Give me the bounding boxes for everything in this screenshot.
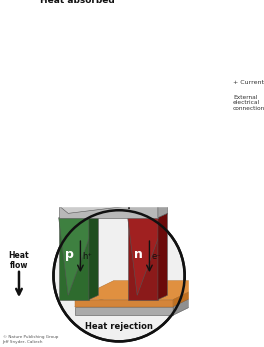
Polygon shape [183, 90, 192, 142]
Polygon shape [169, 90, 192, 137]
Polygon shape [24, 147, 158, 158]
Polygon shape [135, 83, 144, 95]
Polygon shape [121, 90, 144, 137]
Text: e⁻: e⁻ [151, 252, 161, 261]
Polygon shape [128, 90, 151, 137]
Polygon shape [93, 90, 103, 142]
Polygon shape [75, 288, 212, 306]
Polygon shape [152, 90, 175, 137]
Text: Thermoelectic
elements: Thermoelectic elements [2, 117, 44, 128]
Text: h⁺: h⁺ [82, 252, 92, 261]
Polygon shape [31, 90, 54, 137]
Polygon shape [59, 205, 158, 218]
Text: Heat
flow: Heat flow [9, 251, 29, 270]
Polygon shape [69, 90, 78, 142]
Text: Heat absorbed: Heat absorbed [40, 0, 115, 5]
Polygon shape [62, 83, 72, 95]
Polygon shape [55, 83, 96, 90]
Polygon shape [158, 106, 223, 147]
Polygon shape [73, 95, 86, 142]
Polygon shape [152, 88, 183, 95]
Polygon shape [86, 90, 96, 142]
Polygon shape [45, 90, 54, 142]
Polygon shape [0, 346, 228, 347]
Text: p: p [65, 248, 74, 261]
Polygon shape [166, 90, 175, 142]
Polygon shape [183, 83, 192, 95]
Polygon shape [55, 88, 86, 95]
Polygon shape [86, 83, 96, 95]
Polygon shape [145, 95, 159, 142]
Polygon shape [75, 306, 173, 315]
Text: Heat
absorption: Heat absorption [102, 189, 153, 209]
Polygon shape [75, 281, 212, 299]
Polygon shape [79, 90, 103, 137]
Polygon shape [103, 95, 117, 142]
Polygon shape [31, 83, 72, 90]
Polygon shape [59, 218, 89, 299]
Polygon shape [158, 41, 223, 88]
Polygon shape [135, 90, 144, 142]
Text: Heat rejection: Heat rejection [85, 322, 153, 331]
Polygon shape [128, 95, 142, 142]
Polygon shape [79, 83, 120, 90]
Polygon shape [128, 83, 168, 90]
Polygon shape [62, 90, 72, 142]
Polygon shape [24, 41, 223, 77]
Polygon shape [169, 95, 183, 142]
Polygon shape [73, 90, 96, 137]
Polygon shape [48, 90, 72, 137]
Polygon shape [173, 281, 212, 306]
Polygon shape [121, 95, 135, 142]
Polygon shape [145, 90, 168, 137]
Polygon shape [79, 88, 110, 95]
Polygon shape [24, 106, 223, 142]
Polygon shape [75, 299, 173, 306]
Polygon shape [31, 88, 62, 95]
Polygon shape [97, 95, 110, 142]
Text: Substrates: Substrates [3, 71, 36, 83]
Polygon shape [59, 201, 167, 213]
Polygon shape [103, 90, 127, 137]
Polygon shape [173, 288, 212, 315]
Polygon shape [128, 88, 159, 95]
Polygon shape [24, 111, 223, 147]
Text: Metal
interconnects: Metal interconnects [28, 147, 68, 170]
Polygon shape [117, 90, 127, 142]
Polygon shape [159, 83, 168, 95]
Polygon shape [59, 213, 98, 295]
Text: Heat rejected: Heat rejected [39, 173, 103, 182]
Polygon shape [0, 47, 228, 206]
Polygon shape [103, 88, 135, 95]
Text: n: n [134, 248, 143, 261]
Text: + Current: + Current [233, 80, 264, 85]
Polygon shape [55, 90, 78, 137]
Polygon shape [142, 90, 151, 142]
Polygon shape [89, 213, 98, 299]
Polygon shape [152, 83, 192, 90]
Polygon shape [128, 218, 158, 299]
Polygon shape [24, 77, 158, 88]
Polygon shape [110, 83, 120, 95]
Polygon shape [97, 90, 120, 137]
Polygon shape [159, 90, 168, 142]
Polygon shape [24, 142, 158, 147]
Polygon shape [55, 95, 69, 142]
Text: External
electrical
connection: External electrical connection [233, 95, 264, 111]
Polygon shape [110, 90, 120, 142]
Polygon shape [24, 41, 223, 77]
Polygon shape [48, 95, 62, 142]
Polygon shape [152, 95, 166, 142]
Polygon shape [103, 83, 144, 90]
Polygon shape [158, 111, 223, 158]
Polygon shape [128, 213, 167, 295]
Polygon shape [158, 201, 167, 218]
Circle shape [54, 210, 185, 341]
Polygon shape [79, 95, 93, 142]
Polygon shape [31, 95, 45, 142]
Polygon shape [158, 213, 167, 299]
Text: © Nature Publishing Group
Jeff Snyder, Caltech: © Nature Publishing Group Jeff Snyder, C… [3, 336, 58, 344]
